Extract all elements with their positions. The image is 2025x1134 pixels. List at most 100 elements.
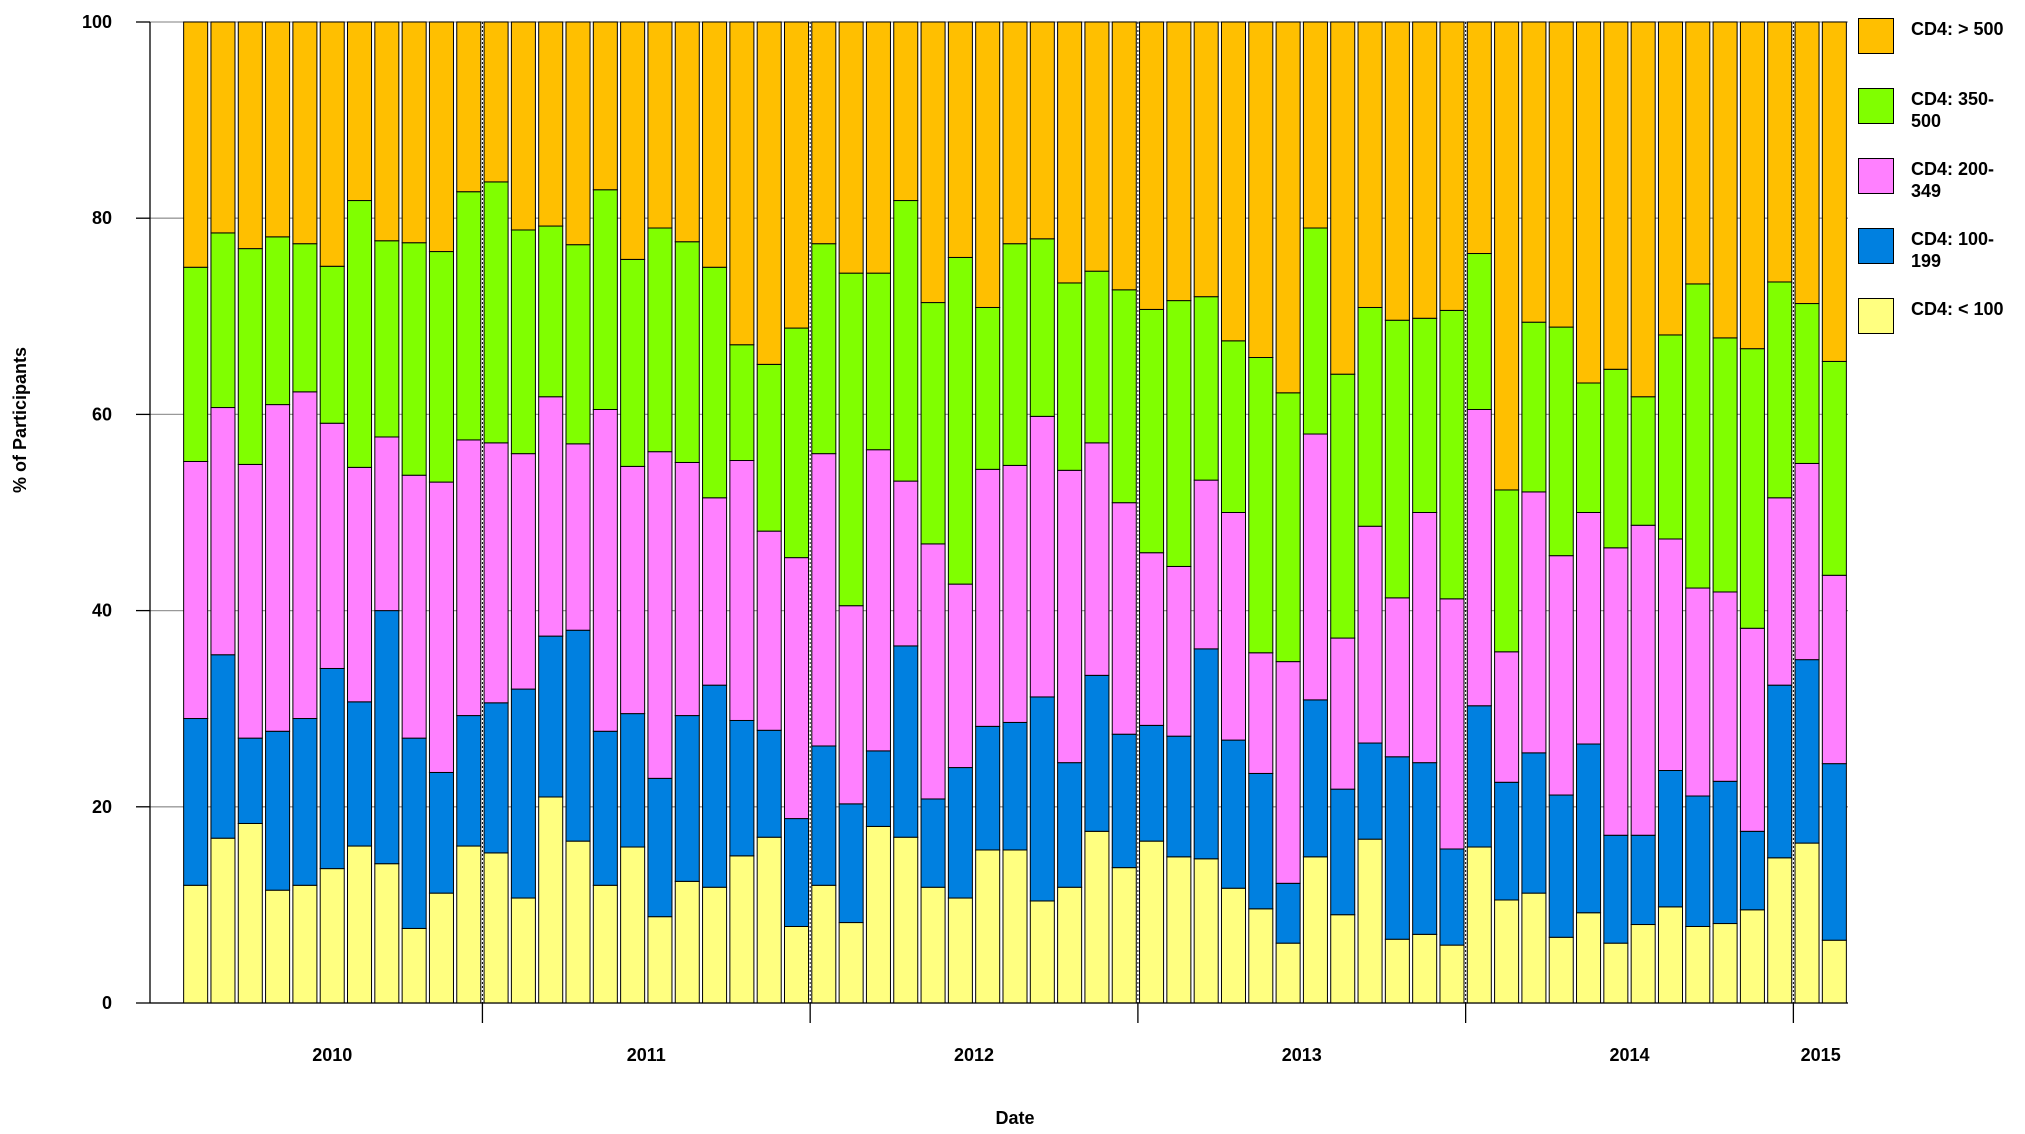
legend-label: CD4: > 500 bbox=[1911, 19, 2004, 39]
bar-segment bbox=[1794, 21, 1820, 305]
bar-segment bbox=[1548, 555, 1574, 796]
bar-segment bbox=[1166, 856, 1192, 1004]
legend-item: CD4: 200-349 bbox=[1858, 158, 2025, 228]
bar-segment bbox=[183, 884, 209, 1004]
bar-segment bbox=[1220, 512, 1247, 741]
bar-segment bbox=[620, 258, 646, 467]
bar-segment bbox=[1439, 848, 1465, 946]
bar-segment bbox=[865, 449, 891, 752]
bar-segment bbox=[1439, 309, 1465, 600]
bar-segment bbox=[674, 715, 700, 882]
bar-segment bbox=[265, 730, 291, 891]
bar-segment bbox=[210, 654, 236, 839]
bar-segment bbox=[920, 798, 946, 888]
bar-segment bbox=[1603, 21, 1629, 370]
bar-segment bbox=[1002, 721, 1028, 851]
bar-segment bbox=[456, 191, 482, 441]
bar-segment bbox=[347, 845, 373, 1004]
bar-segment bbox=[674, 21, 700, 243]
bar-segment bbox=[1521, 21, 1547, 323]
bar-segment bbox=[592, 21, 618, 191]
bar-segment bbox=[1576, 912, 1602, 1004]
bar-segment bbox=[1466, 408, 1492, 707]
bar-segment bbox=[893, 836, 919, 1004]
bar-segment bbox=[1685, 283, 1711, 589]
bar-segment bbox=[1275, 392, 1301, 663]
bar-segment bbox=[1767, 684, 1793, 859]
bar-segment bbox=[838, 803, 864, 924]
bar-segment bbox=[756, 21, 782, 365]
x-tick-label: 2015 bbox=[1801, 1045, 1841, 1065]
x-tick-label: 2012 bbox=[954, 1045, 994, 1065]
bar-segment bbox=[1494, 21, 1520, 491]
bar-segment bbox=[783, 818, 810, 927]
bar-segment bbox=[729, 855, 755, 1004]
bar-segment bbox=[1357, 525, 1383, 744]
bar-segment bbox=[210, 837, 236, 1004]
bar-segment bbox=[975, 21, 1001, 308]
bar-segment bbox=[183, 460, 209, 720]
bar-segment bbox=[1193, 21, 1219, 298]
bar-segment bbox=[1821, 360, 1847, 576]
bar-segment bbox=[1739, 830, 1765, 911]
axes: 0 20 40 60 80 100 2010 2011 2012 2013 2014 2015 bbox=[82, 12, 1848, 1065]
bar-segment bbox=[1248, 21, 1274, 359]
bar-segment bbox=[1821, 939, 1847, 1004]
legend-item: CD4: 100-199 bbox=[1858, 228, 2025, 298]
bar-segment bbox=[265, 889, 291, 1004]
bar-segment bbox=[1767, 857, 1793, 1004]
bar-segment bbox=[729, 719, 755, 857]
bar-segment bbox=[374, 436, 400, 612]
bar-segment bbox=[1712, 21, 1738, 339]
bar-segment bbox=[1794, 659, 1820, 844]
bar-segment bbox=[538, 396, 564, 637]
bar-segment bbox=[1357, 21, 1383, 308]
bar-segment bbox=[920, 543, 946, 800]
bar-segment bbox=[401, 927, 427, 1004]
bar-segment bbox=[347, 21, 373, 202]
bar-segment bbox=[1111, 21, 1137, 291]
bar-segment bbox=[893, 645, 919, 838]
bar-segment bbox=[1029, 415, 1055, 698]
bar-segment bbox=[237, 737, 263, 824]
bar-segment bbox=[374, 240, 400, 438]
bar-segment bbox=[647, 227, 673, 453]
bar-segment bbox=[374, 863, 400, 1004]
y-axis-label: % of Participants bbox=[10, 347, 30, 493]
bar-segment bbox=[620, 21, 646, 260]
bar-segment bbox=[1330, 21, 1356, 375]
bar-segment bbox=[1248, 357, 1274, 654]
bar-segment bbox=[401, 737, 427, 929]
bar-segment bbox=[1576, 512, 1602, 745]
bar-segment bbox=[1166, 300, 1192, 567]
bar-segment bbox=[865, 21, 891, 274]
legend-label: CD4: < 100 bbox=[1911, 299, 2004, 319]
bar-segment bbox=[292, 243, 318, 393]
bar-segment bbox=[1657, 334, 1683, 540]
bar-segment bbox=[1712, 591, 1738, 782]
bar-segment bbox=[1466, 253, 1492, 410]
bar-segment bbox=[1412, 512, 1438, 764]
bar-segment bbox=[1330, 373, 1356, 639]
bar-segment bbox=[1002, 464, 1028, 723]
bar-segment bbox=[1821, 763, 1847, 941]
bar-segment bbox=[265, 21, 291, 238]
bar-segment bbox=[783, 21, 810, 329]
bar-segment bbox=[292, 718, 318, 886]
bar-segment bbox=[292, 884, 318, 1004]
bar-segment bbox=[483, 852, 509, 1004]
bar-segment bbox=[1494, 781, 1520, 901]
bar-segment bbox=[893, 21, 919, 202]
x-tick-label: 2014 bbox=[1609, 1045, 1649, 1065]
bar-segment bbox=[1412, 21, 1438, 319]
bar-segment bbox=[483, 702, 509, 854]
bar-segment bbox=[702, 684, 728, 888]
bar-segment bbox=[319, 868, 345, 1004]
bar-segment bbox=[237, 248, 263, 465]
bar-segment bbox=[1193, 479, 1219, 650]
bar-segment bbox=[1521, 491, 1547, 754]
bar-segment bbox=[1111, 733, 1137, 869]
legend: CD4: > 500 CD4: 350-500 CD4: 200-349 CD4: 1… bbox=[1858, 18, 2025, 368]
bar-segment bbox=[1412, 933, 1438, 1004]
